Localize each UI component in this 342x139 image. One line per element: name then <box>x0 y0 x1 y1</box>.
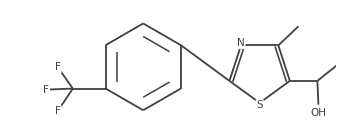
Text: N: N <box>237 38 245 48</box>
Text: S: S <box>256 100 263 110</box>
Text: F: F <box>43 85 49 95</box>
Text: OH: OH <box>311 108 326 118</box>
Text: F: F <box>55 62 61 72</box>
Text: F: F <box>55 106 61 116</box>
